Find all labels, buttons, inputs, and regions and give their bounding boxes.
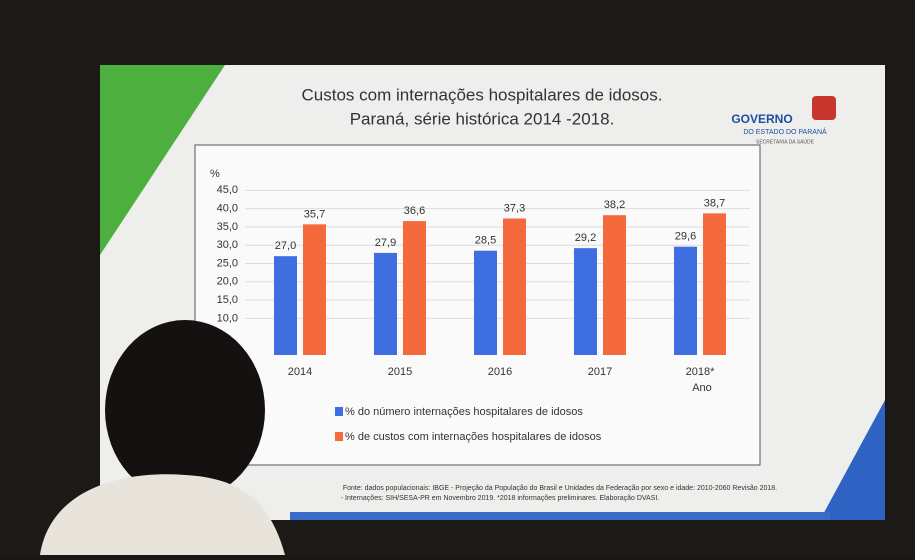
bar (703, 213, 726, 355)
chart-title: Custos com internações hospitalares de i… (302, 85, 663, 104)
legend-label: % de custos com internações hospitalares… (345, 431, 602, 443)
x-tick-label: 2015 (388, 366, 412, 378)
footer: Fonte: dados populacionais: IBGE - Proje… (343, 485, 777, 492)
logo-text: GOVERNO (731, 112, 792, 126)
value-label: 38,2 (604, 199, 625, 211)
x-tick-label: 2018* (686, 366, 715, 378)
value-label: 37,3 (504, 202, 525, 214)
value-label: 27,0 (275, 240, 296, 252)
value-label: 28,5 (475, 235, 496, 247)
bar (374, 252, 397, 355)
person-shirt (40, 474, 285, 555)
chart-subtitle: Paraná, série histórica 2014 -2018. (350, 109, 615, 128)
y-tick-label: 35,0 (217, 221, 238, 233)
y-axis-label: % (210, 168, 220, 180)
bar (603, 215, 626, 355)
x-axis-label: Ano (692, 382, 712, 394)
y-tick-label: 25,0 (217, 257, 238, 269)
y-tick-label: 10,0 (217, 312, 238, 324)
y-tick-label: 15,0 (217, 294, 238, 306)
footer: - Internações: SIH/SESA-PR em Novembro 2… (341, 495, 660, 502)
y-tick-label: 45,0 (217, 184, 238, 196)
value-label: 36,6 (404, 205, 425, 217)
slide-corner (100, 65, 225, 255)
logo-text: DO ESTADO DO PARANÁ (743, 127, 827, 136)
bar (274, 256, 297, 355)
value-label: 29,6 (675, 231, 696, 243)
bar (674, 246, 697, 355)
slide-bar (290, 512, 830, 520)
value-label: 27,9 (375, 237, 396, 249)
x-tick-label: 2017 (588, 366, 612, 378)
x-tick-label: 2014 (288, 366, 312, 378)
plot: 10,0 15,0 20,0 25,0 30,0 35,0 40,0 45,0 2014 27,0… (217, 184, 750, 441)
y-tick-label: 20,0 (217, 276, 238, 288)
x-tick-label: 2016 (488, 366, 512, 378)
value-label: 29,2 (575, 232, 596, 244)
bar (503, 218, 526, 355)
y-tick-label: 40,0 (217, 203, 238, 215)
logo-text: SECRETARIA DA SAÚDE (756, 138, 815, 145)
y-tick-label: 30,0 (217, 239, 238, 251)
bar (574, 248, 597, 355)
value-label: 35,7 (304, 208, 325, 220)
bar (403, 221, 426, 355)
legend-swatch (335, 407, 343, 416)
logo-emblem (812, 96, 836, 120)
foreground (40, 320, 285, 555)
legend-swatch (335, 432, 343, 441)
bar (474, 250, 497, 355)
person-head (105, 320, 265, 500)
bar (303, 224, 326, 355)
legend-label: % do número internações hospitalares de … (345, 406, 583, 418)
slide-corner (820, 400, 885, 520)
value-label: 38,7 (704, 197, 725, 209)
